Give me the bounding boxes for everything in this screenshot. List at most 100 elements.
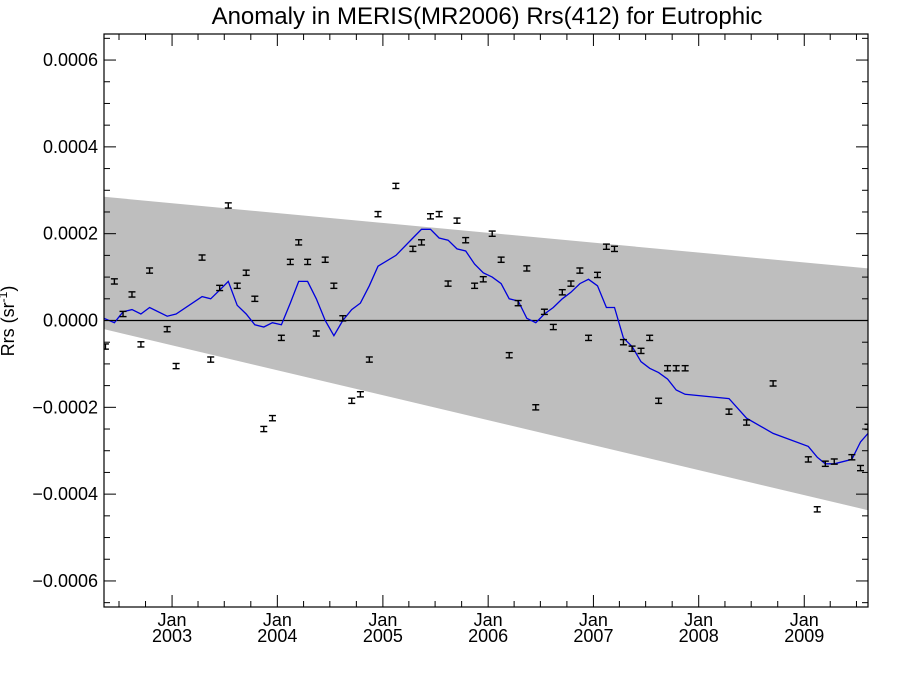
error-bar-point	[277, 334, 285, 342]
error-bar-point	[471, 282, 479, 290]
error-bar-point	[743, 419, 751, 426]
confidence-band	[104, 196, 868, 511]
error-bar-point	[128, 291, 136, 298]
error-bar-point	[251, 295, 259, 303]
error-bar-point	[286, 258, 294, 266]
error-bar-point	[356, 390, 364, 398]
error-bar-point	[830, 458, 838, 465]
error-bar-point	[619, 338, 627, 346]
x-tick-year: 2004	[257, 626, 297, 646]
y-tick-label: 0.0000	[43, 311, 98, 331]
x-tick-year: 2006	[468, 626, 508, 646]
x-tick-month: Jan	[579, 610, 608, 630]
x-tick-month: Jan	[790, 610, 819, 630]
error-bar-point	[479, 275, 487, 283]
x-tick-month: Jan	[474, 610, 503, 630]
error-bar-point	[523, 265, 531, 272]
error-bar-point	[374, 210, 382, 218]
error-bar-point	[119, 310, 127, 318]
error-bar-point	[330, 282, 338, 290]
error-bar-point	[857, 464, 865, 472]
error-bar-point	[304, 258, 312, 266]
error-bar-point	[848, 453, 856, 461]
y-tick-label: −0.0002	[32, 397, 98, 417]
error-bar-point	[295, 239, 303, 246]
error-bar-point	[725, 408, 733, 415]
error-bar-point	[821, 460, 829, 468]
error-bar-point	[444, 280, 452, 287]
error-bar-point	[224, 202, 232, 209]
error-bar-point	[453, 217, 461, 224]
error-bar-point	[549, 323, 557, 331]
x-tick-year: 2008	[679, 626, 719, 646]
error-bar-point	[172, 362, 180, 370]
y-tick-label: 0.0004	[43, 137, 98, 157]
error-bar-point	[312, 330, 320, 337]
error-bar-point	[392, 182, 400, 190]
error-bar-point	[260, 425, 268, 433]
y-tick-label: 0.0006	[43, 50, 98, 70]
error-bar-point	[532, 404, 540, 411]
y-tick-label: −0.0004	[32, 484, 98, 504]
y-tick-label: 0.0002	[43, 224, 98, 244]
x-tick-month: Jan	[684, 610, 713, 630]
x-tick-month: Jan	[368, 610, 397, 630]
error-bar-point	[558, 288, 566, 296]
y-axis: −0.0006 −0.0004 −0.0002 0.0000 0.0002 0.0004 0…	[32, 37, 868, 604]
error-bar-point	[646, 334, 654, 342]
error-bar-point	[435, 210, 443, 218]
error-bar-point	[813, 506, 821, 513]
error-bar-point	[567, 280, 575, 287]
error-bar-point	[664, 364, 672, 372]
error-bar-point	[146, 267, 154, 274]
band-area	[104, 196, 868, 511]
x-tick-year: 2003	[152, 626, 192, 646]
error-bar-point	[505, 351, 513, 359]
error-bar-point	[681, 364, 689, 372]
error-bar-point	[365, 356, 373, 363]
error-bar-point	[409, 245, 417, 253]
error-bar-point	[514, 299, 522, 307]
error-bar-point	[610, 245, 618, 253]
error-bar-point	[426, 213, 434, 220]
error-bar-point	[462, 236, 470, 244]
error-bar-point	[540, 308, 548, 316]
error-bar-point	[233, 282, 241, 290]
x-tick-year: 2005	[363, 626, 403, 646]
chart-title: Anomaly in MERIS(MR2006) Rrs(412) for Eu…	[212, 3, 763, 30]
trend-line	[104, 228, 868, 465]
error-bar-point	[637, 347, 645, 355]
error-bar-point	[339, 315, 347, 322]
error-bar-point	[268, 414, 276, 422]
error-bar-point	[321, 256, 329, 264]
error-bar-point	[602, 243, 610, 251]
error-bar-point	[198, 254, 206, 261]
y-tick-label: −0.0006	[32, 571, 98, 591]
error-bar-point	[804, 456, 812, 463]
error-bar-point	[769, 380, 777, 387]
error-bar-point	[216, 284, 224, 292]
error-bar-series	[104, 182, 868, 513]
y-axis-label: Rrs (sr-1)	[0, 286, 18, 357]
error-bar-point	[418, 239, 426, 246]
error-bar-point	[242, 269, 250, 277]
error-bar-point	[163, 325, 171, 333]
error-bar-point	[137, 341, 145, 348]
error-bar-point	[488, 230, 496, 237]
x-tick-year: 2009	[784, 626, 824, 646]
error-bar-point	[576, 267, 584, 274]
x-axis: Jan2003Jan2004Jan2005Jan2006Jan2007Jan20…	[118, 34, 857, 646]
error-bar-point	[585, 334, 593, 342]
error-bar-point	[110, 278, 118, 285]
x-tick-month: Jan	[263, 610, 292, 630]
x-tick-year: 2007	[573, 626, 613, 646]
error-bar-point	[593, 271, 601, 279]
blue-trend-line-group	[104, 228, 868, 465]
x-tick-month: Jan	[158, 610, 187, 630]
error-bar-point	[497, 256, 505, 264]
error-bar-point	[104, 343, 109, 350]
error-bar-point	[628, 345, 636, 353]
error-bar-point	[348, 397, 356, 405]
error-bar-point	[655, 397, 663, 405]
